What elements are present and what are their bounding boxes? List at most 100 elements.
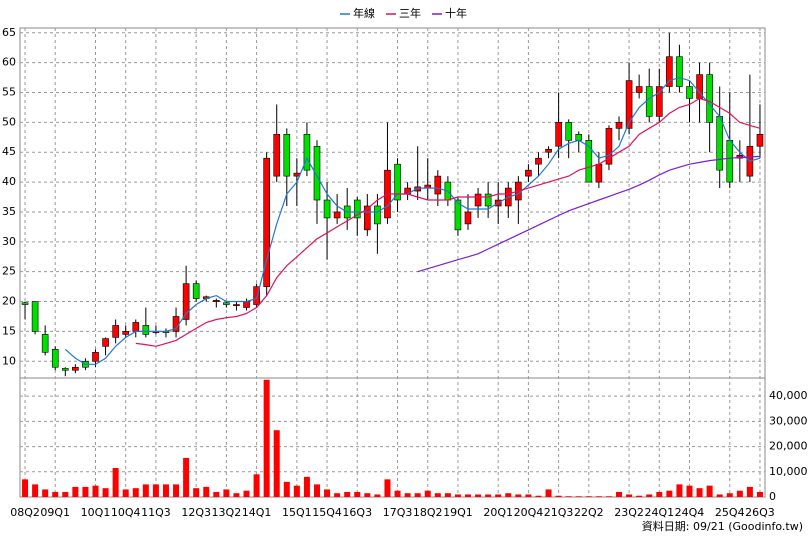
volume-bar bbox=[152, 484, 159, 497]
y-tick-label: 10 bbox=[2, 354, 16, 367]
candle-body bbox=[223, 302, 230, 305]
volume-bar bbox=[414, 493, 421, 497]
candle-body bbox=[464, 211, 472, 225]
volume-bar bbox=[183, 457, 190, 497]
x-tick-label: 15Q4 bbox=[312, 506, 342, 519]
candle-body bbox=[605, 128, 613, 165]
candle-body bbox=[645, 86, 653, 117]
volume-bar bbox=[263, 379, 270, 497]
x-tick-label: 26Q3 bbox=[745, 506, 775, 519]
candle-body bbox=[72, 366, 79, 371]
candle-body bbox=[192, 283, 200, 299]
volume-bar bbox=[122, 489, 129, 497]
candle-body bbox=[545, 148, 552, 153]
volume-bar bbox=[746, 486, 753, 497]
candle-body bbox=[474, 193, 482, 207]
candle-body bbox=[273, 134, 281, 177]
candle-body bbox=[313, 145, 321, 201]
volume-bar bbox=[736, 490, 743, 497]
candle-body bbox=[525, 169, 532, 177]
y-tick-label: 65 bbox=[2, 26, 16, 39]
volume-bar bbox=[424, 490, 431, 497]
volume-bar bbox=[334, 493, 341, 497]
volume-bar bbox=[696, 488, 703, 497]
x-tick-label: 09Q1 bbox=[40, 506, 70, 519]
candle-body bbox=[102, 338, 109, 347]
footer: 資料日期: 09/21 (Goodinfo.tw) bbox=[642, 519, 803, 533]
candle-body bbox=[132, 322, 140, 332]
volume-bar bbox=[243, 490, 250, 497]
candle-body bbox=[726, 139, 734, 183]
x-tick-label: 15Q1 bbox=[282, 506, 312, 519]
candle-body bbox=[333, 211, 341, 219]
candle-body bbox=[41, 334, 49, 353]
candle-body bbox=[353, 199, 361, 219]
plot-frame bbox=[19, 27, 766, 498]
volume-bar bbox=[102, 488, 109, 497]
volume-bar bbox=[112, 468, 119, 497]
volume-bar bbox=[384, 479, 391, 497]
volume-bar bbox=[52, 491, 59, 497]
volume-bar bbox=[636, 495, 643, 497]
volume-bar bbox=[756, 491, 763, 497]
volume-bar bbox=[666, 490, 673, 497]
legend-label: 三年 bbox=[399, 6, 421, 20]
volume-bar bbox=[233, 493, 240, 497]
volume-bar bbox=[313, 484, 320, 497]
y-tick-label: 30 bbox=[2, 235, 16, 248]
volume-bar bbox=[555, 495, 562, 497]
volume-bar bbox=[354, 491, 361, 497]
candle-body bbox=[655, 86, 663, 117]
y-tick-label: 45 bbox=[2, 145, 16, 158]
y2-tick-label: 0 bbox=[769, 490, 776, 503]
x-tick-label: 19Q1 bbox=[443, 506, 473, 519]
candle-body bbox=[31, 301, 39, 332]
candle-body bbox=[394, 163, 401, 201]
volume-bar bbox=[535, 495, 542, 497]
volume-bar bbox=[303, 476, 310, 497]
ma-line bbox=[64, 76, 761, 365]
candle-body bbox=[595, 163, 603, 183]
x-tick-label: 24Q1 bbox=[644, 506, 674, 519]
x-tick-label: 10Q1 bbox=[81, 506, 111, 519]
x-tick-label: 13Q2 bbox=[212, 506, 242, 519]
x-tick-label: 14Q1 bbox=[242, 506, 272, 519]
x-tick-label: 12Q3 bbox=[181, 506, 211, 519]
y-tick-label: 25 bbox=[2, 265, 16, 278]
y-tick-label: 55 bbox=[2, 86, 16, 99]
candle-body bbox=[233, 304, 240, 307]
volume-bar bbox=[374, 494, 381, 497]
volume-bar bbox=[686, 485, 693, 497]
y-tick-label: 60 bbox=[2, 56, 16, 69]
volume-bar bbox=[465, 494, 472, 497]
volume-bar bbox=[142, 484, 149, 497]
volume-bar bbox=[485, 494, 492, 497]
volume-bar bbox=[273, 430, 280, 497]
volume-bar bbox=[132, 488, 139, 497]
y-tick-label: 20 bbox=[2, 295, 16, 308]
x-tick-label: 22Q2 bbox=[574, 506, 604, 519]
volume-bar bbox=[223, 489, 230, 497]
volume-bar bbox=[475, 494, 482, 497]
candle-body bbox=[716, 116, 723, 171]
volume-bar bbox=[585, 496, 592, 497]
volume-bar bbox=[525, 494, 532, 497]
volume-bar bbox=[626, 494, 633, 497]
candle-body bbox=[374, 205, 381, 225]
x-tick-label: 10Q4 bbox=[111, 506, 141, 519]
y2-tick-label: 30,000 bbox=[769, 414, 808, 427]
volume-bar bbox=[676, 484, 683, 497]
candle-body bbox=[364, 205, 371, 231]
volume-bar bbox=[324, 489, 331, 497]
x-tick-label: 25Q4 bbox=[715, 506, 745, 519]
candle-body bbox=[686, 86, 693, 99]
volume-bar bbox=[394, 490, 401, 497]
candle-body bbox=[706, 74, 713, 123]
candle-body bbox=[92, 352, 99, 362]
volume-bar bbox=[404, 493, 411, 497]
candle-body bbox=[51, 349, 59, 368]
candle-body bbox=[323, 199, 331, 219]
candle-body bbox=[142, 325, 150, 335]
y2-tick-label: 40,000 bbox=[769, 389, 808, 402]
candle-body bbox=[263, 157, 270, 287]
